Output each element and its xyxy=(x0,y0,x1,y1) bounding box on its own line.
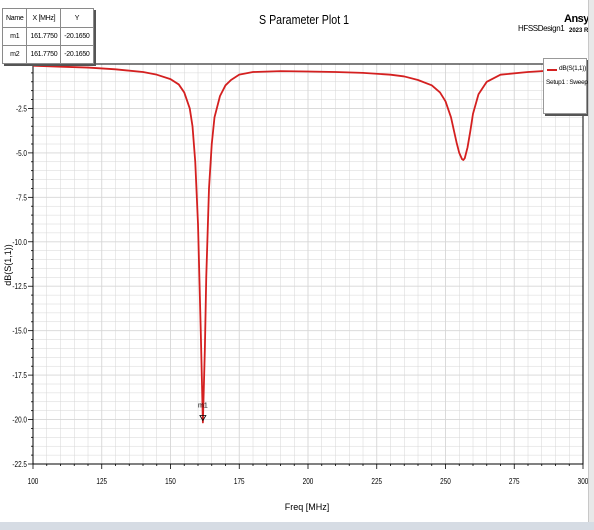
x-tick-label: 150 xyxy=(165,476,176,486)
y-tick-label: -22.5 xyxy=(12,459,27,469)
legend-swatch xyxy=(547,69,557,71)
marker-layer: m1 xyxy=(198,402,208,422)
x-tick-label: 275 xyxy=(509,476,520,486)
series-line-s11 xyxy=(32,64,584,424)
legend-series-name: dB(S(1,1)) xyxy=(559,65,586,72)
ticks xyxy=(28,63,584,469)
brand-logo: Ansys xyxy=(564,13,594,25)
design-name: HFSSDesign1 xyxy=(518,24,565,33)
marker-x: 161.7750 xyxy=(26,45,62,64)
table-row[interactable]: m2 161.7750 -20.1650 xyxy=(1,45,94,64)
bottom-status-bar xyxy=(0,522,594,530)
y-tick-label: -20.0 xyxy=(12,415,27,425)
y-tick-label: -17.5 xyxy=(12,370,27,380)
marker-table-header: Name X [MHz] Y xyxy=(1,8,94,28)
marker-label: m1 xyxy=(198,402,208,409)
y-tick-label: -15.0 xyxy=(12,326,27,336)
plot-title: S Parameter Plot 1 xyxy=(259,12,350,27)
header-y: Y xyxy=(60,8,94,28)
y-tick-label: -7.5 xyxy=(16,193,27,203)
x-tick-label: 250 xyxy=(440,476,451,486)
vertical-scrollbar[interactable] xyxy=(588,0,594,522)
y-tick-label: -12.5 xyxy=(12,281,27,291)
marker-table: Name X [MHz] Y m1 161.7750 -20.1650 m2 1… xyxy=(1,8,94,64)
marker-y: -20.1650 xyxy=(60,27,94,46)
x-tick-label: 300 xyxy=(578,476,589,486)
y-tick-labels: -2.5 -5.0 -7.5 -10.0 -12.5 -15.0 -17.5 -20.0 -22… xyxy=(12,104,27,469)
version-label: 2023 R2 xyxy=(569,28,592,34)
x-tick-label: 200 xyxy=(303,476,314,486)
x-tick-labels: 100 125 150 175 200 225 250 275 300 xyxy=(28,476,589,486)
y-tick-label: -2.5 xyxy=(16,104,27,114)
y-tick-label: -5.0 xyxy=(16,148,27,158)
x-tick-label: 175 xyxy=(234,476,245,486)
marker-y: -20.1650 xyxy=(60,45,94,64)
table-row[interactable]: m1 161.7750 -20.1650 xyxy=(1,27,94,46)
legend-solution: Setup1 : Sweep xyxy=(546,79,588,86)
header-name: Name xyxy=(1,8,28,28)
series-layer xyxy=(32,64,584,424)
y-tick-label: -10.0 xyxy=(12,237,27,247)
marker-symbol xyxy=(199,415,207,422)
header-x: X [MHz] xyxy=(26,8,62,28)
x-axis-label: Freq [MHz] xyxy=(285,502,330,512)
y-axis-label: dB(S(1,1)) xyxy=(3,244,13,286)
x-tick-label: 100 xyxy=(28,476,39,486)
grid xyxy=(32,63,584,465)
x-tick-label: 125 xyxy=(96,476,107,486)
legend[interactable]: dB(S(1,1)) Setup1 : Sweep xyxy=(543,58,588,114)
marker-name: m2 xyxy=(1,45,28,64)
marker-x: 161.7750 xyxy=(26,27,62,46)
marker-name: m1 xyxy=(1,27,28,46)
x-tick-label: 225 xyxy=(371,476,382,486)
